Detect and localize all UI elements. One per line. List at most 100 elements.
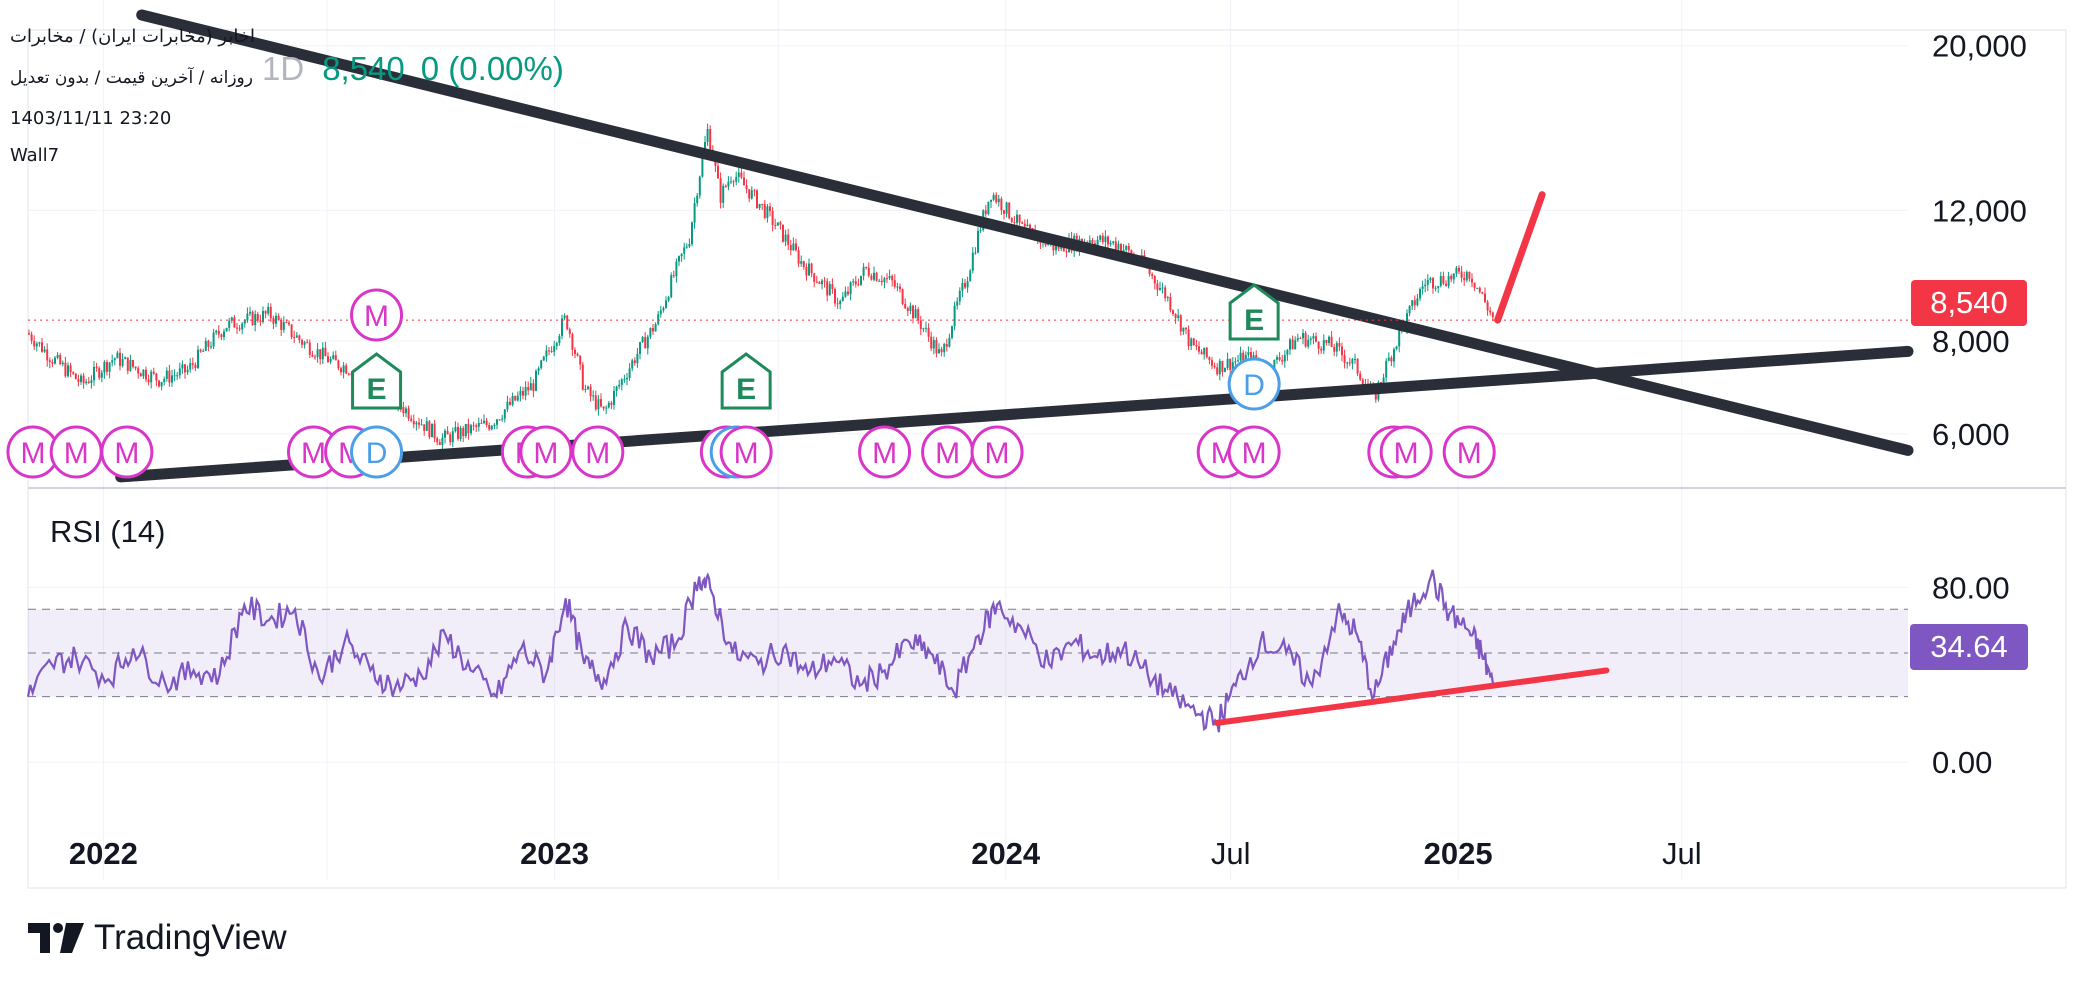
price-change: 0 (0.00%) [420, 50, 564, 87]
candle-body [514, 395, 517, 401]
candle-body [116, 352, 119, 359]
candle-body [295, 335, 298, 338]
rsi-title: RSI (14) [50, 514, 166, 549]
price-tick-label: 20,000 [1932, 29, 2027, 64]
candle-body [160, 381, 163, 387]
trendline-ascending [115, 345, 1914, 483]
meeting-marker [970, 425, 1024, 479]
candle-body [1122, 249, 1125, 253]
price-axis[interactable]: 6,000 8,000 12,000 20,000 80.00 0.00 [1932, 29, 2027, 780]
candle-body [584, 388, 587, 390]
meeting-marker-label: M [985, 437, 1010, 470]
candle-body [238, 328, 241, 330]
earnings-marker [1228, 283, 1280, 341]
candle-body [761, 203, 764, 205]
candle-body [883, 278, 886, 283]
candle-body [1164, 287, 1167, 299]
settings-line: روزانه / آخرین قیمت / بدون تعدیل [10, 68, 253, 88]
candle-body [1356, 358, 1359, 374]
candle-body [961, 282, 964, 291]
candle-body [1023, 223, 1026, 227]
candle-body [776, 222, 779, 226]
candle-body [152, 371, 155, 374]
quote-line: 1D 8,540 0 (0.00%) [262, 50, 564, 88]
candle-body [306, 342, 309, 344]
candle-body [1452, 273, 1455, 280]
candle-body [1166, 297, 1169, 299]
candle-body [1216, 367, 1219, 375]
time-axis[interactable]: 2022 2023 2024 Jul 2025 Jul [69, 836, 1702, 871]
candle-body [181, 364, 184, 369]
candle-body [1426, 280, 1429, 285]
candle-body [1218, 360, 1221, 375]
candle-body [1359, 373, 1362, 380]
candle-body [966, 281, 969, 288]
candle-body [857, 284, 860, 286]
candle-body [191, 363, 194, 365]
candle-body [1338, 343, 1341, 347]
candle-body [904, 304, 907, 309]
candle-body [792, 243, 795, 251]
candle-body [945, 343, 948, 347]
candle-body [1153, 276, 1156, 284]
time-tick-label: 2022 [69, 836, 138, 871]
candle-body [267, 306, 270, 314]
candle-body [1390, 357, 1393, 362]
candle-body [870, 275, 873, 280]
candle-body [444, 430, 446, 438]
candle-body [860, 275, 862, 285]
candle-body [147, 379, 150, 383]
candle-body [610, 402, 613, 405]
candle-body [1346, 362, 1349, 364]
symbol-line[interactable]: اخابر (مخابرات ایران) / مخابرات [10, 26, 255, 47]
candle-body [54, 357, 56, 364]
candle-body [545, 350, 548, 357]
candle-body [410, 418, 413, 421]
candle-body [217, 330, 220, 335]
candle-body [1005, 202, 1008, 214]
tradingview-logo[interactable]: TradingView [28, 918, 287, 958]
candle-body [948, 337, 951, 347]
candle-body [1468, 271, 1471, 279]
candle-body [834, 288, 836, 304]
candle-body [600, 399, 602, 407]
candle-body [602, 406, 605, 409]
trendline-descending [136, 9, 1914, 456]
candle-body [1208, 357, 1211, 361]
candle-body [1177, 315, 1180, 318]
candle-body [1091, 240, 1094, 244]
candle-body [407, 408, 410, 419]
candle-body [1489, 310, 1492, 313]
candle-body [220, 334, 223, 337]
candle-body [893, 280, 896, 287]
candle-body [753, 190, 756, 192]
candle-body [1203, 347, 1206, 355]
candle-body [1380, 382, 1382, 384]
candle-body [228, 320, 231, 328]
candle-body [418, 422, 420, 425]
meeting-marker-label: M [364, 300, 389, 333]
candle-body [121, 358, 124, 366]
candle-body [298, 335, 301, 341]
candle-body [618, 384, 621, 387]
candle-body [678, 256, 680, 262]
candle-body [472, 425, 475, 427]
candle-body [886, 278, 888, 280]
candle-body [758, 203, 761, 208]
candle-body [675, 261, 678, 277]
meeting-marker [100, 425, 154, 479]
candle-body [789, 245, 792, 251]
candle-body [431, 423, 433, 438]
candle-body [501, 418, 504, 420]
candle-body [652, 327, 654, 332]
candle-body [737, 172, 740, 177]
rsi-tick-label: 0.00 [1932, 745, 1992, 780]
candle-body [685, 246, 688, 248]
last-price-badge: 8,540 [1911, 280, 2027, 326]
event-markers[interactable]: MMMMMDEMMMMMDMEMMMMMDEMMM [6, 283, 1496, 479]
candle-body [158, 380, 160, 387]
candle-body [589, 386, 592, 397]
candle-body [103, 361, 106, 373]
candle-body [1478, 287, 1481, 292]
